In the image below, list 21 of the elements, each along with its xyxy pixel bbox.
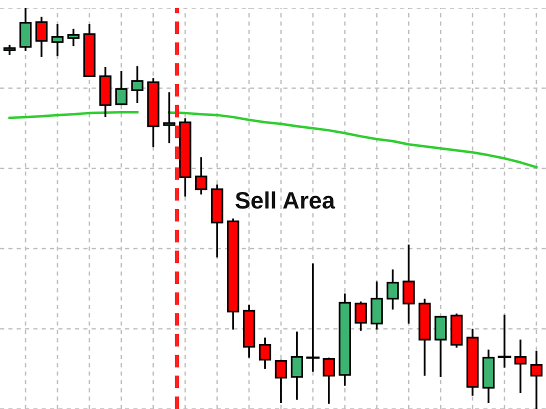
candlestick <box>322 356 335 405</box>
candlestick <box>131 65 144 104</box>
candlestick <box>67 28 80 47</box>
candlestick <box>274 358 288 404</box>
candlestick <box>386 268 399 310</box>
candlestick <box>258 336 272 370</box>
candlestick <box>51 23 64 58</box>
candlestick <box>514 338 527 394</box>
candlestick <box>402 244 415 324</box>
candlestick <box>163 91 176 144</box>
candlestick <box>3 44 16 56</box>
candlestick <box>434 316 447 378</box>
annotation: Sell Area <box>235 191 336 209</box>
candlestick <box>115 70 128 106</box>
candlestick <box>35 16 48 58</box>
candlestick <box>195 156 208 196</box>
candlestick <box>530 350 543 409</box>
candlestick <box>306 262 320 373</box>
candlestick <box>290 330 304 401</box>
candlestick <box>354 300 367 332</box>
candlestick <box>498 314 512 369</box>
